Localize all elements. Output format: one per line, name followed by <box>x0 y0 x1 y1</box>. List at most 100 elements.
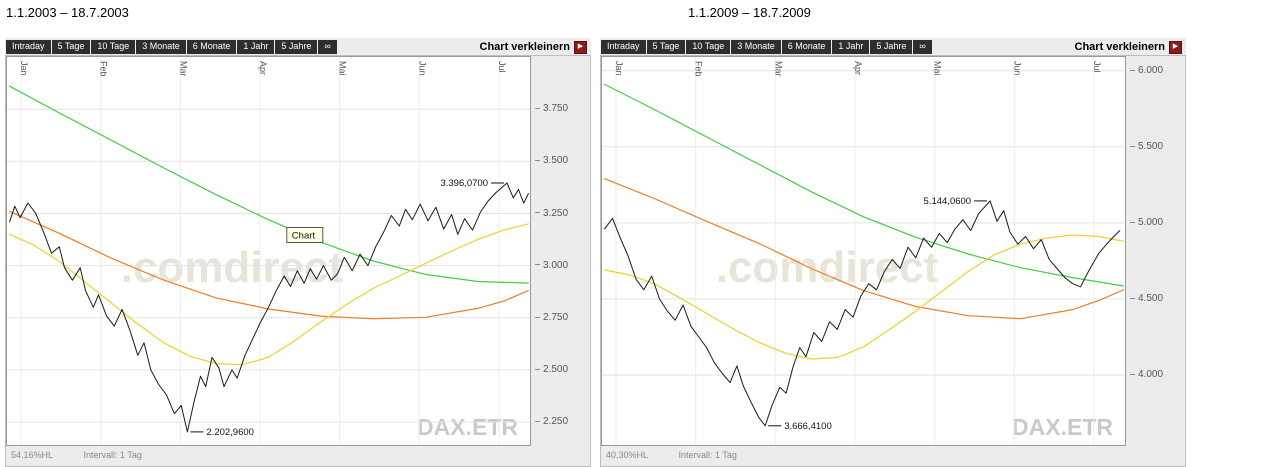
chart-canvas: .comdirect DAX.ETR Jan Feb Mar Apr Mai Jun Jul 5.… <box>602 57 1125 445</box>
y-axis-label: 3.250 <box>535 208 568 219</box>
tab-6-monate[interactable]: 6 Monate <box>186 40 237 54</box>
y-axis-tick <box>535 160 540 162</box>
series-ma-mid-orange <box>8 210 530 320</box>
y-axis-label: 3.500 <box>535 155 568 166</box>
month-label: Jun <box>417 61 427 76</box>
interval-label: Intervall: 1 Tag <box>678 450 737 460</box>
y-axis-label: 3.750 <box>535 103 568 114</box>
tab-1-jahr[interactable]: 1 Jahr <box>832 40 870 54</box>
high-annotation-label: 5.144,0600 <box>924 196 972 207</box>
y-axis: 3.750 3.500 3.250 3.000 2.750 2.500 2.250 <box>535 57 589 447</box>
month-label: Jul <box>1092 61 1102 73</box>
series-ma-long-green <box>8 85 530 284</box>
symbol-watermark: DAX.ETR <box>1012 414 1113 440</box>
chart-area: .comdirect DAX.ETR Jan Feb Mar Apr Mai Jun Jul 5.… <box>600 55 1186 467</box>
y-axis-label: 4.000 <box>1130 369 1163 380</box>
tab-5-jahre[interactable]: 5 Jahre <box>870 40 913 54</box>
plot-area[interactable]: .comdirect DAX.ETR Jan Feb Mar Apr Mai Jun Jul 5.… <box>601 56 1126 446</box>
tab-intraday[interactable]: Intraday <box>6 40 51 54</box>
comdirect-watermark: .comdirect <box>121 243 344 292</box>
symbol-watermark: DAX.ETR <box>417 414 518 440</box>
shrink-chart-button[interactable]: ▶ <box>1169 40 1182 54</box>
low-annotation-label: 2.202,9600 <box>206 427 254 438</box>
month-label: Feb <box>694 61 704 77</box>
y-axis-tick <box>535 368 540 370</box>
chart-toolbar: Intraday 5 Tage 10 Tage 3 Monate 6 Monate 1 J… <box>5 38 591 55</box>
y-axis-tick <box>1130 69 1135 71</box>
tab-bar: Intraday 5 Tage 10 Tage 3 Monate 6 Monate 1 J… <box>601 40 933 54</box>
shrink-chart-label: Chart verkleinern <box>479 41 570 53</box>
series-price <box>9 182 529 433</box>
toolbar-right: Chart verkleinern ▶ <box>1074 40 1184 54</box>
tab-3-monate[interactable]: 3 Monate <box>731 40 781 54</box>
shrink-chart-label: Chart verkleinern <box>1074 41 1165 53</box>
comdirect-watermark: .comdirect <box>716 243 939 292</box>
hl-percent: 40,30%HL <box>606 450 649 460</box>
chart-canvas: .comdirect DAX.ETR Jan Feb Mar Apr Mai Jun Jul 3.… <box>7 57 530 445</box>
interval-label: Intervall: 1 Tag <box>83 450 142 460</box>
chart-panel-2009: Intraday 5 Tage 10 Tage 3 Monate 6 Monate 1 J… <box>600 38 1186 467</box>
chart-area: .comdirect DAX.ETR Jan Feb Mar Apr Mai Jun Jul 3.… <box>5 55 591 467</box>
y-axis-tick <box>1130 297 1135 299</box>
tab-6-monate[interactable]: 6 Monate <box>781 40 832 54</box>
series-price <box>604 200 1121 427</box>
tab-10-tage[interactable]: 10 Tage <box>91 40 136 54</box>
tab-3-monate[interactable]: 3 Monate <box>136 40 186 54</box>
shrink-chart-button[interactable]: ▶ <box>574 40 587 54</box>
month-label: Feb <box>99 61 109 77</box>
month-label: Mar <box>773 61 783 77</box>
series-ma-mid-orange <box>603 178 1125 320</box>
chart-footer: 54,16%HL Intervall: 1 Tag <box>11 450 142 460</box>
month-label: Jan <box>614 61 624 76</box>
y-axis-tick <box>535 316 540 318</box>
y-axis-tick <box>535 212 540 214</box>
date-range-title: 1.1.2009 – 18.7.2009 <box>688 5 811 20</box>
y-axis-label: 2.750 <box>535 312 568 323</box>
month-label: Jan <box>19 61 29 76</box>
y-axis-label: 4.500 <box>1130 293 1163 304</box>
y-axis-label: 5.000 <box>1130 217 1163 228</box>
y-axis-tick <box>1130 373 1135 375</box>
tab-5-tage[interactable]: 5 Tage <box>51 40 91 54</box>
month-label: Mai <box>338 61 348 76</box>
month-label: Apr <box>258 61 268 75</box>
hl-percent: 54,16%HL <box>11 450 54 460</box>
tab-5-tage[interactable]: 5 Tage <box>646 40 686 54</box>
toolbar-right: Chart verkleinern ▶ <box>479 40 589 54</box>
date-range-title: 1.1.2003 – 18.7.2003 <box>6 5 129 20</box>
y-axis-label: 5.500 <box>1130 141 1163 152</box>
month-label: Apr <box>853 61 863 75</box>
plot-area[interactable]: .comdirect DAX.ETR Jan Feb Mar Apr Mai Jun Jul 3.… <box>6 56 531 446</box>
month-label: Mar <box>178 61 188 77</box>
chart-footer: 40,30%HL Intervall: 1 Tag <box>606 450 737 460</box>
y-axis-label: 2.500 <box>535 364 568 375</box>
month-label: Jul <box>497 61 507 73</box>
high-annotation-label: 3.396,0700 <box>440 178 488 189</box>
tab-intraday[interactable]: Intraday <box>601 40 646 54</box>
y-axis-tick <box>535 264 540 266</box>
tab-10-tage[interactable]: 10 Tage <box>686 40 731 54</box>
series-ma-short-yellow <box>603 234 1125 360</box>
tab-bar: Intraday 5 Tage 10 Tage 3 Monate 6 Monate 1 J… <box>6 40 338 54</box>
series-ma-long-green <box>603 83 1125 287</box>
month-label: Jun <box>1012 61 1022 76</box>
y-axis-tick <box>535 420 540 422</box>
tab-infinity[interactable]: ∞ <box>318 40 337 54</box>
y-axis-label: 6.000 <box>1130 65 1163 76</box>
chart-tooltip <box>286 227 324 243</box>
chart-tooltip-label: Chart <box>292 231 316 242</box>
tab-5-jahre[interactable]: 5 Jahre <box>275 40 318 54</box>
y-axis-tick <box>535 108 540 110</box>
y-axis: 6.000 5.500 5.000 4.500 4.000 <box>1130 57 1184 447</box>
y-axis-tick <box>1130 221 1135 223</box>
month-label: Mai <box>933 61 943 76</box>
tab-infinity[interactable]: ∞ <box>913 40 932 54</box>
y-axis-label: 2.250 <box>535 416 568 427</box>
series-ma-short-yellow <box>8 223 530 366</box>
tab-1-jahr[interactable]: 1 Jahr <box>237 40 275 54</box>
chart-panel-2003: Intraday 5 Tage 10 Tage 3 Monate 6 Monate 1 J… <box>5 38 591 467</box>
y-axis-label: 3.000 <box>535 260 568 271</box>
low-annotation-label: 3.666,4100 <box>784 421 832 432</box>
chart-toolbar: Intraday 5 Tage 10 Tage 3 Monate 6 Monate 1 J… <box>600 38 1186 55</box>
y-axis-tick <box>1130 145 1135 147</box>
